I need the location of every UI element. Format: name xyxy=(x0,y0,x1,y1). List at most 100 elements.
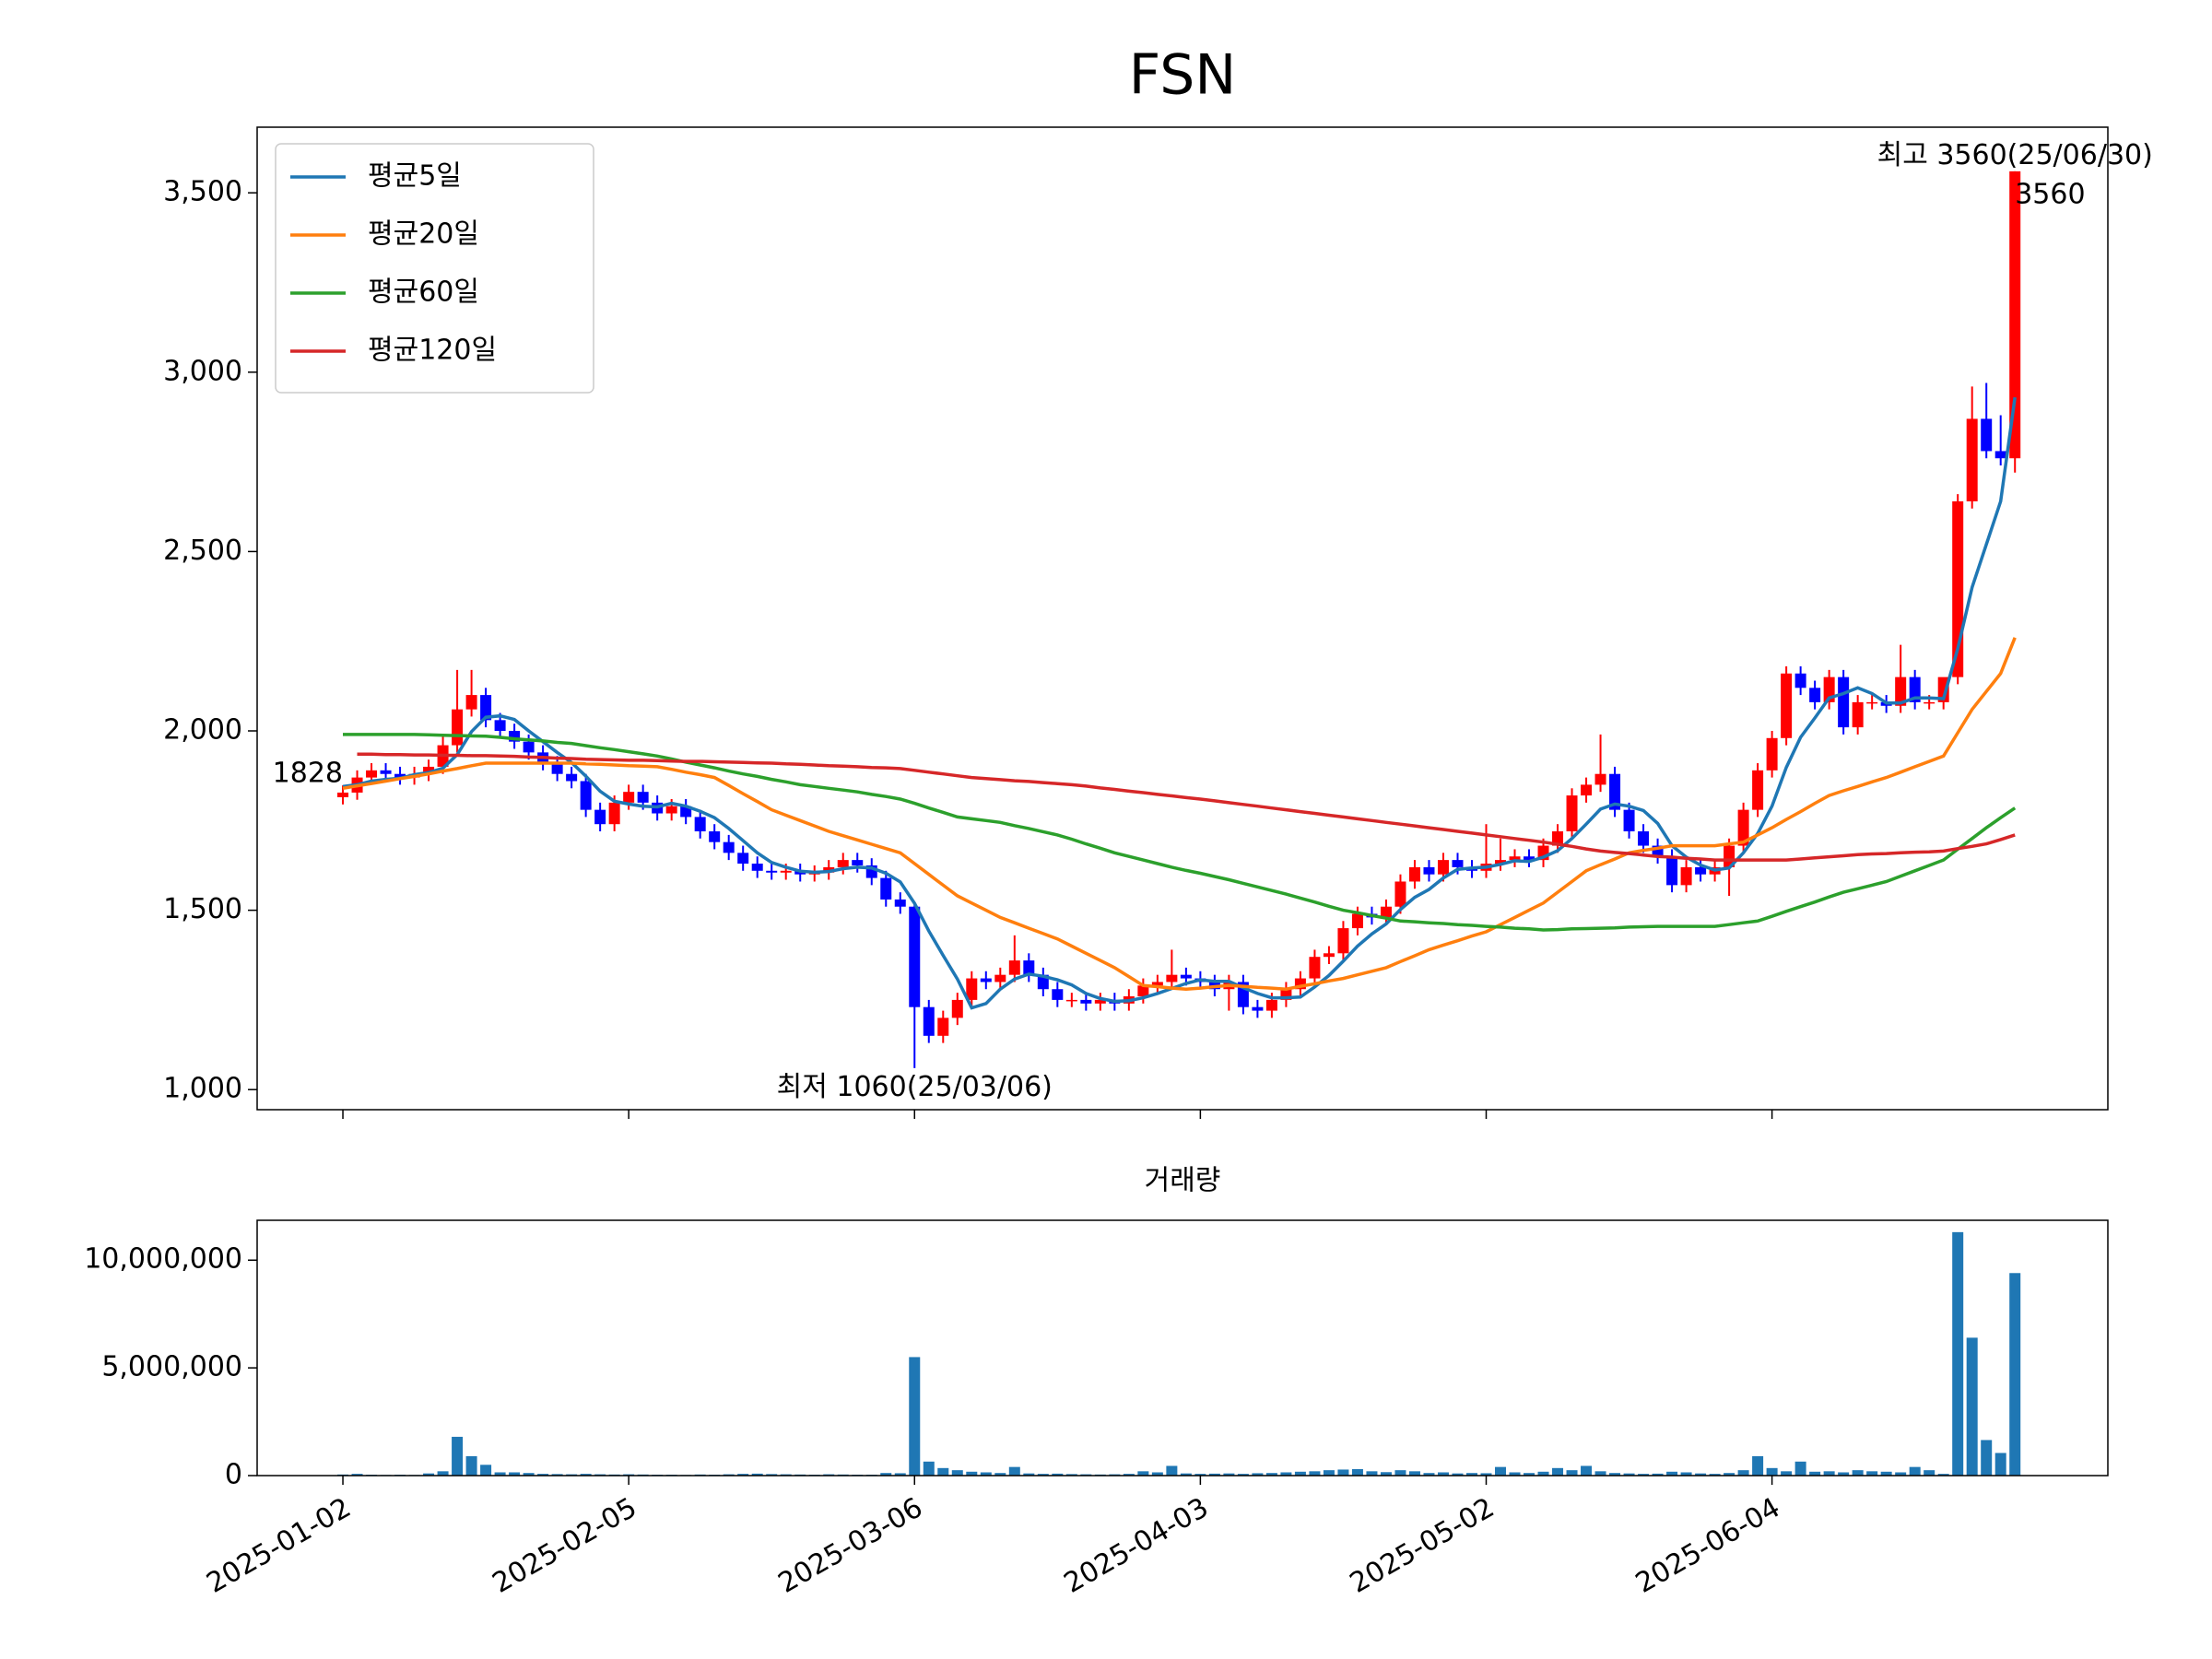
candle-body xyxy=(709,830,721,842)
candle-body xyxy=(1166,974,1178,982)
volume-bar xyxy=(1809,1471,1821,1476)
volume-bar xyxy=(2009,1273,2021,1476)
volume-bar xyxy=(580,1474,592,1476)
candle-body xyxy=(1380,906,1392,918)
volume-bar xyxy=(923,1461,935,1476)
volume-bar xyxy=(1452,1473,1464,1476)
volume-bar xyxy=(1895,1472,1907,1476)
candle-body xyxy=(1581,784,1593,796)
volume-bar xyxy=(751,1473,763,1476)
volume-bar xyxy=(1724,1473,1735,1476)
volume-bar xyxy=(980,1472,992,1476)
candle-body xyxy=(380,770,392,774)
candle-body xyxy=(1265,999,1277,1011)
candle-body xyxy=(465,695,477,710)
candle-body xyxy=(594,809,606,825)
chart-title: FSN xyxy=(1129,43,1236,108)
candle-body xyxy=(1809,688,1821,702)
volume-bar xyxy=(423,1473,435,1476)
candle-body xyxy=(494,720,506,732)
close-label: 1828 xyxy=(273,757,343,789)
legend-label: 평균5일 xyxy=(368,160,462,193)
candle-body xyxy=(1008,960,1020,975)
volume-bar xyxy=(1037,1474,1049,1476)
legend-label: 평균120일 xyxy=(368,335,497,367)
volume-bar xyxy=(1337,1469,1349,1476)
volume-bar xyxy=(1638,1474,1650,1476)
candle-body xyxy=(1437,860,1449,875)
volume-bar xyxy=(1781,1471,1793,1476)
x-tick-label: 2025-04-03 xyxy=(1059,1491,1214,1599)
volume-bar xyxy=(1437,1472,1449,1476)
candle-body xyxy=(694,817,706,831)
volume-bar xyxy=(1137,1471,1149,1476)
candle-body xyxy=(1594,773,1606,785)
volume-bar xyxy=(1937,1474,1949,1476)
candle-body xyxy=(1552,830,1564,846)
x-tick-label: 2025-01-02 xyxy=(201,1491,356,1599)
candle-body xyxy=(523,741,535,753)
volume-bar xyxy=(1623,1473,1635,1476)
candle-body xyxy=(966,978,978,1000)
candle-body xyxy=(1323,953,1335,958)
candle-body xyxy=(623,792,635,803)
volume-bar xyxy=(1008,1466,1020,1476)
candle-body xyxy=(423,766,435,774)
candle-body xyxy=(1151,982,1163,986)
candle-body xyxy=(837,860,849,867)
y-tick-label: 3,500 xyxy=(163,176,242,208)
volume-bar xyxy=(537,1474,549,1476)
candle-body xyxy=(1737,809,1749,846)
volume-bar xyxy=(1194,1474,1206,1476)
candle-body xyxy=(1781,673,1793,738)
candle-body xyxy=(1280,989,1292,1000)
candle-body xyxy=(637,792,649,803)
candle-body xyxy=(1794,673,1806,688)
volume-bar xyxy=(1752,1455,1764,1476)
candle-body xyxy=(852,860,864,865)
volume-bar xyxy=(1609,1473,1621,1476)
candle-body xyxy=(780,870,792,873)
candle-body xyxy=(1509,856,1521,861)
candle-body xyxy=(1838,677,1850,728)
volume-bar xyxy=(1280,1472,1292,1476)
candle-body xyxy=(1652,845,1664,857)
volume-bar xyxy=(1423,1473,1435,1476)
candle-body xyxy=(680,806,692,818)
x-tick-label: 2025-02-05 xyxy=(487,1491,641,1599)
candle-body xyxy=(608,802,620,825)
volume-bar xyxy=(909,1357,921,1476)
candle-body xyxy=(452,709,464,746)
volume-bar xyxy=(1537,1471,1549,1476)
close-label: 3560 xyxy=(2015,178,2085,210)
volume-bar xyxy=(1323,1470,1335,1476)
candle-body xyxy=(1065,999,1077,1002)
volume-bar xyxy=(1737,1470,1749,1476)
candle-body xyxy=(337,792,349,798)
candle-body xyxy=(1966,418,1978,501)
volume-bar xyxy=(1208,1473,1220,1476)
volume-bar xyxy=(351,1474,363,1476)
volume-bar xyxy=(1480,1473,1492,1476)
candle-body xyxy=(1309,957,1321,979)
candle-body xyxy=(723,841,735,853)
candle-body xyxy=(1680,866,1692,886)
volume-bar xyxy=(1709,1474,1721,1476)
volume-bar xyxy=(1924,1470,1936,1476)
candle-body xyxy=(1852,701,1864,728)
volume-bar xyxy=(1465,1473,1477,1476)
candle-body xyxy=(1609,773,1621,810)
candle-body xyxy=(923,1006,935,1036)
candle-body xyxy=(1695,866,1707,875)
volume-bar xyxy=(1495,1466,1507,1476)
candle-body xyxy=(937,1018,949,1036)
volume-bar xyxy=(766,1474,778,1476)
volume-bar xyxy=(1581,1465,1593,1476)
volume-bar xyxy=(1909,1466,1921,1476)
x-tick-label: 2025-03-06 xyxy=(773,1491,928,1599)
volume-bar xyxy=(1766,1467,1778,1476)
candle-body xyxy=(1080,999,1092,1004)
candle-body xyxy=(1666,856,1678,886)
